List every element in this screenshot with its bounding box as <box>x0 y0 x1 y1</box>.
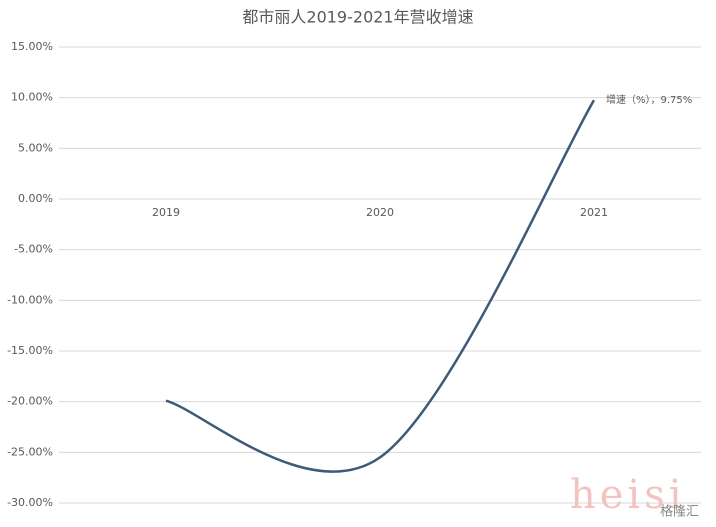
y-tick-label: 10.00% <box>11 91 53 104</box>
y-tick-label: -20.00% <box>7 395 53 408</box>
x-tick-label: 2021 <box>580 206 608 219</box>
data-label: 增速（%），9.75% <box>606 93 692 106</box>
y-tick-label: -15.00% <box>7 344 53 357</box>
x-tick-label: 2020 <box>366 206 394 219</box>
y-tick-label: -25.00% <box>7 445 53 458</box>
y-tick-label: -10.00% <box>7 293 53 306</box>
watermark: heisi <box>570 472 686 518</box>
chart-title: 都市丽人2019-2021年营收增速 <box>242 8 473 27</box>
y-tick-label: 15.00% <box>11 40 53 53</box>
line <box>165 99 596 473</box>
logo-text: 格隆汇 <box>660 504 699 520</box>
y-tick-label: 5.00% <box>18 141 53 154</box>
y-tick-label: -5.00% <box>14 243 53 256</box>
y-tick-label: 0.00% <box>18 192 53 205</box>
y-tick-label: -30.00% <box>7 496 53 509</box>
x-tick-label: 2019 <box>152 206 180 219</box>
